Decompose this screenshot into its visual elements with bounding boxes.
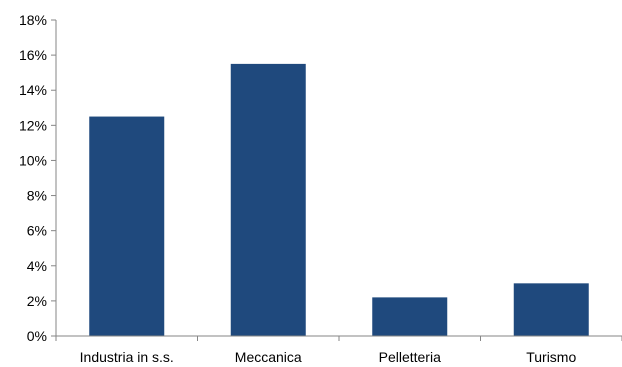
x-category-label: Meccanica bbox=[235, 349, 302, 365]
x-category-label: Industria in s.s. bbox=[80, 349, 174, 365]
y-tick-label: 16% bbox=[19, 47, 47, 63]
y-tick-label: 4% bbox=[27, 258, 47, 274]
y-tick-label: 14% bbox=[19, 82, 47, 98]
bar-meccanica bbox=[230, 63, 306, 337]
y-axis-tick-labels: 0% 2% 4% 6% 8% 10% 12% 14% 16% 18% bbox=[19, 12, 47, 344]
y-tick-label: 8% bbox=[27, 188, 47, 204]
x-category-label: Pelletteria bbox=[379, 349, 441, 365]
bar-industria-in-s-s bbox=[89, 116, 165, 336]
y-tick-label: 0% bbox=[27, 328, 47, 344]
y-axis-ticks bbox=[51, 19, 56, 337]
bar-pelletteria bbox=[372, 297, 448, 336]
x-axis-category-labels: Industria in s.s. Meccanica Pelletteria Tur… bbox=[80, 349, 577, 365]
bar-series bbox=[89, 63, 589, 337]
bar-turismo bbox=[513, 283, 589, 336]
x-axis-ticks bbox=[55, 336, 622, 341]
y-tick-label: 6% bbox=[27, 223, 47, 239]
x-category-label: Turismo bbox=[526, 349, 576, 365]
y-tick-label: 18% bbox=[19, 12, 47, 28]
y-tick-label: 10% bbox=[19, 152, 47, 168]
y-tick-label: 12% bbox=[19, 117, 47, 133]
y-tick-label: 2% bbox=[27, 293, 47, 309]
